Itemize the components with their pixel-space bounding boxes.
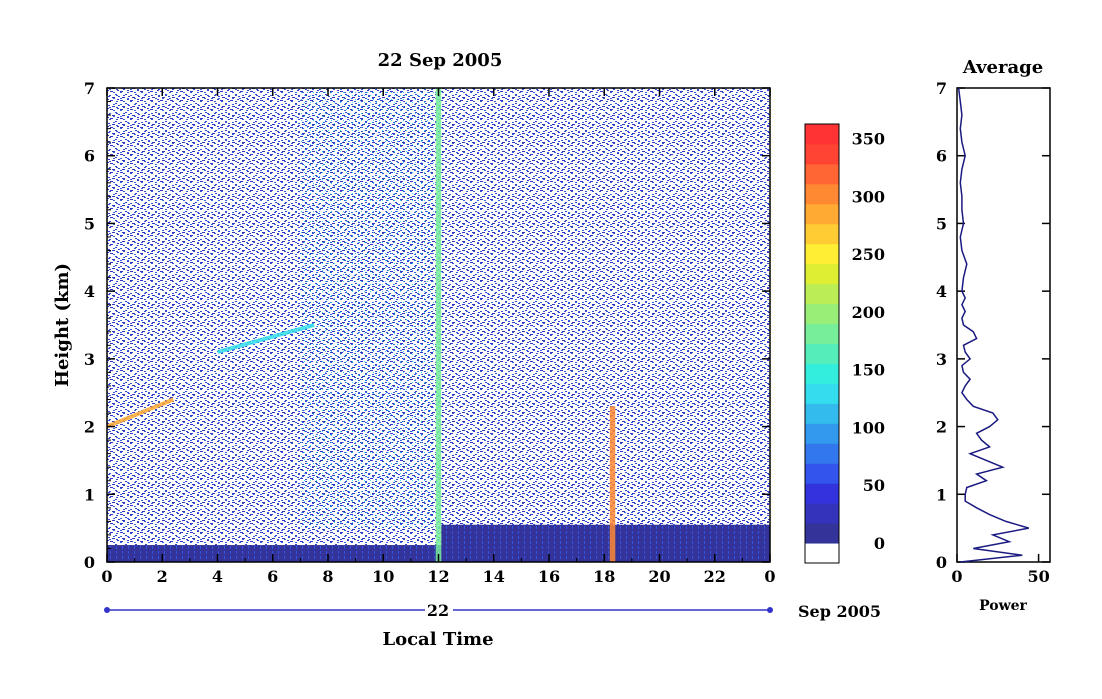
date-bar: 22 Sep 2005 — [104, 601, 881, 621]
colorbar-swatch — [805, 543, 839, 564]
colorbar-tick-label: 350 — [852, 130, 885, 149]
y-axis-label: Height (km) — [52, 263, 73, 387]
y-tick-label: 4 — [84, 282, 95, 301]
feature-1 — [216, 323, 315, 355]
colorbar-swatch — [805, 223, 839, 245]
y-tick-label: 1 — [84, 485, 95, 504]
x-tick-label: 14 — [483, 567, 505, 586]
colorbar-swatch — [805, 283, 839, 305]
y-tick-label: 5 — [84, 214, 95, 233]
average-y-tick-label: 5 — [936, 214, 947, 233]
average-x-label: Power — [979, 598, 1027, 614]
colorbar-swatch — [805, 263, 839, 285]
colorbar-swatch — [805, 523, 839, 544]
x-tick-label: 2 — [157, 567, 168, 586]
colorbar-swatch — [805, 363, 839, 384]
date-day-label: 22 — [427, 601, 449, 620]
colorbar-swatch — [805, 323, 839, 344]
x-tick-label: 0 — [764, 567, 775, 586]
x-axis: 0 2 4 6 8 10 12 14 16 18 20 22 0 — [101, 88, 776, 586]
y-tick-label: 2 — [84, 418, 95, 437]
y-tick-label: 7 — [84, 79, 95, 98]
surface-layer-1 — [441, 524, 770, 562]
y-axis: 0 1 2 3 4 5 6 7 — [84, 79, 770, 572]
surface-layer-0 — [107, 545, 442, 562]
colorbar-swatch — [805, 423, 839, 444]
average-profile-panel: Average 0 1 2 3 4 5 6 7 0 50 Power — [936, 57, 1051, 614]
date-month-label: Sep 2005 — [798, 602, 881, 621]
x-tick-label: 10 — [372, 567, 394, 586]
colorbar-swatch — [805, 183, 839, 205]
colorbar-tick-label: 50 — [863, 476, 885, 495]
colorbar-swatch — [805, 243, 839, 265]
colorbar-swatch — [805, 463, 839, 484]
colorbar-swatch — [805, 383, 839, 404]
x-tick-label: 4 — [212, 567, 223, 586]
average-y-tick-label: 3 — [936, 350, 947, 369]
colorbar-tick-label: 150 — [852, 361, 885, 380]
x-tick-label: 6 — [267, 567, 278, 586]
average-power-line — [957, 87, 1030, 563]
x-tick-label: 18 — [593, 567, 615, 586]
average-y-tick-label: 1 — [936, 485, 947, 504]
x-tick-label: 8 — [322, 567, 333, 586]
y-tick-label: 0 — [84, 553, 95, 572]
x-tick-label: 16 — [538, 567, 560, 586]
colorbar-swatch — [805, 303, 839, 325]
y-tick-label: 6 — [84, 147, 95, 166]
x-tick-label: 20 — [648, 567, 670, 586]
x-tick-label: 12 — [427, 567, 449, 586]
average-x-axis: 0 50 — [951, 554, 1050, 586]
colorbar-tick-label: 0 — [874, 534, 885, 553]
feature-2 — [435, 88, 442, 562]
average-y-tick-label: 2 — [936, 418, 947, 437]
average-y-tick-label: 0 — [936, 553, 947, 572]
x-tick-label: 0 — [101, 567, 112, 586]
colorbar-swatch — [805, 203, 839, 225]
chart-title: 22 Sep 2005 — [378, 50, 503, 71]
colorbar-swatch — [805, 403, 839, 424]
colorbar-swatch — [805, 443, 839, 464]
heatmap-field — [107, 88, 770, 562]
colorbar-swatch — [805, 503, 839, 524]
colorbar-tick-label: 300 — [852, 187, 885, 206]
colorbar-tick-label: 250 — [852, 245, 885, 264]
heatmap-panel: 22 Sep 2005 0 2 4 6 8 10 12 14 16 18 20 22 0 0123456… — [52, 50, 881, 650]
colorbar-swatch — [805, 483, 839, 504]
colorbar-swatch — [805, 124, 839, 145]
colorbar-swatch — [805, 163, 839, 185]
average-title: Average — [962, 57, 1043, 78]
colorbar-tick-label: 100 — [852, 418, 885, 437]
feature-0 — [107, 397, 175, 429]
average-x-tick-label: 0 — [951, 567, 962, 586]
colorbar-swatch — [805, 143, 839, 165]
colorbar-swatch — [805, 343, 839, 364]
y-tick-label: 3 — [84, 350, 95, 369]
average-frame — [956, 87, 1051, 563]
average-y-tick-label: 6 — [936, 147, 947, 166]
average-y-axis: 0 1 2 3 4 5 6 7 — [936, 79, 1050, 572]
average-y-tick-label: 7 — [936, 79, 947, 98]
average-y-tick-label: 4 — [936, 282, 947, 301]
colorbar: 0 50 100 150 200 250 300 350 — [804, 123, 885, 564]
feature-3 — [609, 406, 616, 562]
colorbar-tick-label: 200 — [852, 303, 885, 322]
x-tick-label: 22 — [704, 567, 726, 586]
average-x-tick-label: 50 — [1027, 567, 1049, 586]
x-axis-label: Local Time — [382, 629, 493, 650]
